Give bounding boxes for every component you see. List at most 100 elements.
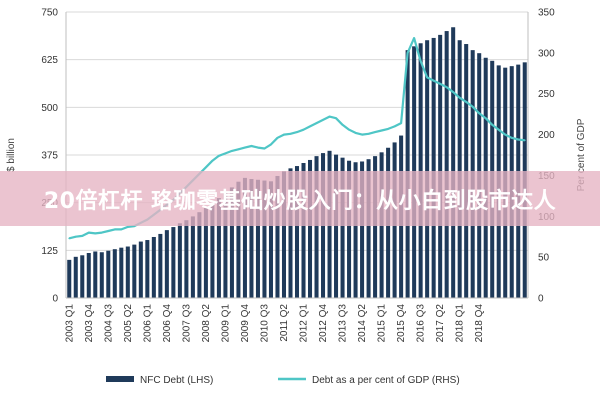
bar-15 — [164, 230, 169, 298]
bar-31 — [268, 181, 273, 298]
line-point-58 — [445, 86, 448, 89]
legend-label-nfc-debt: NFC Debt (LHS) — [140, 375, 213, 386]
bar-29 — [255, 179, 260, 298]
x-tick-5: 2006 Q4 — [162, 304, 173, 343]
bar-8 — [119, 247, 124, 298]
y-left-tick-3: 375 — [41, 151, 58, 162]
watermark-banner: 20倍杠杆 珞珈零基础炒股入门：从小白到股市达人 — [0, 171, 600, 226]
bar-12 — [145, 240, 150, 298]
line-point-22 — [211, 159, 214, 162]
bar-21 — [203, 208, 208, 298]
bar-14 — [158, 233, 163, 298]
bar-1 — [73, 256, 78, 298]
bar-2 — [80, 255, 85, 298]
x-tick-1: 2003 Q4 — [84, 304, 95, 343]
line-point-68 — [510, 136, 513, 139]
bar-42 — [340, 157, 345, 298]
bar-26 — [236, 181, 241, 298]
x-tick-16: 2015 Q1 — [377, 304, 388, 343]
line-point-27 — [244, 146, 246, 149]
bar-0 — [67, 259, 72, 298]
x-tick-12: 2012 Q1 — [299, 304, 310, 343]
line-point-45 — [361, 133, 363, 136]
bar-17 — [177, 223, 182, 298]
line-point-28 — [250, 145, 253, 147]
bar-24 — [223, 192, 228, 298]
line-point-56 — [432, 79, 435, 82]
line-point-21 — [205, 166, 207, 169]
axes — [65, 12, 529, 299]
line-point-40 — [328, 115, 331, 118]
bar-41 — [334, 154, 339, 298]
bar-57 — [438, 34, 443, 298]
bar-33 — [281, 171, 287, 298]
line-point-42 — [341, 123, 344, 126]
line-point-59 — [452, 91, 455, 93]
line-point-57 — [439, 83, 442, 85]
bar-34 — [288, 168, 293, 298]
line-point-5 — [100, 231, 103, 234]
bar-45 — [360, 161, 365, 298]
bar-13 — [151, 236, 156, 298]
x-tick-9: 2009 Q4 — [240, 304, 251, 343]
line-point-65 — [491, 123, 494, 126]
line-point-1 — [74, 235, 77, 238]
line-point-4 — [94, 232, 97, 235]
line-point-30 — [263, 147, 266, 150]
bar-28 — [249, 179, 254, 298]
y-left-tick-1: 125 — [41, 246, 58, 257]
line-point-33 — [283, 133, 285, 136]
y-axis-left-title: $ billion — [6, 138, 17, 172]
bar-19 — [190, 216, 195, 298]
bar-25 — [229, 187, 234, 298]
y-right-tick-0: 0 — [538, 294, 544, 305]
bar-11 — [138, 241, 143, 298]
y-axis-left-tick-labels: 0125250375500625750 — [41, 8, 58, 305]
line-point-36 — [302, 128, 305, 131]
line-point-38 — [315, 122, 318, 125]
bar-35 — [294, 166, 300, 298]
line-point-48 — [380, 129, 383, 132]
bar-56 — [431, 37, 436, 299]
line-point-3 — [87, 231, 90, 234]
line-point-64 — [484, 117, 487, 120]
bar-44 — [353, 162, 358, 298]
bar-47 — [373, 156, 378, 298]
y-left-tick-0: 0 — [52, 294, 58, 305]
line-point-31 — [270, 143, 272, 146]
x-tick-11: 2011 Q2 — [279, 304, 290, 342]
line-point-49 — [387, 127, 389, 130]
legend-swatch-nfc-debt — [106, 376, 134, 382]
bar-27 — [242, 177, 247, 298]
x-tick-6: 2007 Q3 — [181, 304, 192, 343]
x-tick-15: 2014 Q2 — [357, 304, 368, 343]
line-point-61 — [465, 100, 468, 103]
x-tick-2: 2004 Q3 — [103, 304, 114, 343]
line-point-44 — [354, 132, 357, 134]
line-point-47 — [374, 131, 376, 134]
x-tick-4: 2006 Q1 — [142, 304, 153, 343]
x-tick-21: 2018 Q4 — [474, 304, 485, 343]
bar-4 — [93, 251, 98, 298]
line-point-7 — [113, 228, 116, 231]
y-left-tick-6: 750 — [41, 8, 58, 19]
legend-label-debt-pct-gdp: Debt as a per cent of GDP (RHS) — [312, 375, 460, 386]
line-point-70 — [523, 139, 526, 142]
y-left-tick-4: 500 — [41, 103, 58, 114]
y-right-tick-5: 250 — [538, 89, 555, 100]
x-tick-10: 2010 Q3 — [260, 304, 271, 343]
line-point-9 — [126, 226, 129, 228]
line-point-43 — [348, 128, 350, 131]
x-tick-18: 2016 Q3 — [416, 304, 427, 343]
bar-6 — [106, 250, 111, 298]
y-right-tick-7: 350 — [538, 8, 555, 19]
line-point-37 — [309, 125, 311, 128]
line-point-24 — [224, 152, 227, 155]
bar-59 — [451, 27, 456, 299]
bar-20 — [197, 212, 202, 298]
line-point-32 — [276, 136, 279, 139]
line-point-60 — [458, 96, 461, 99]
bar-43 — [347, 160, 352, 298]
line-point-69 — [517, 138, 520, 141]
bar-16 — [171, 227, 176, 298]
